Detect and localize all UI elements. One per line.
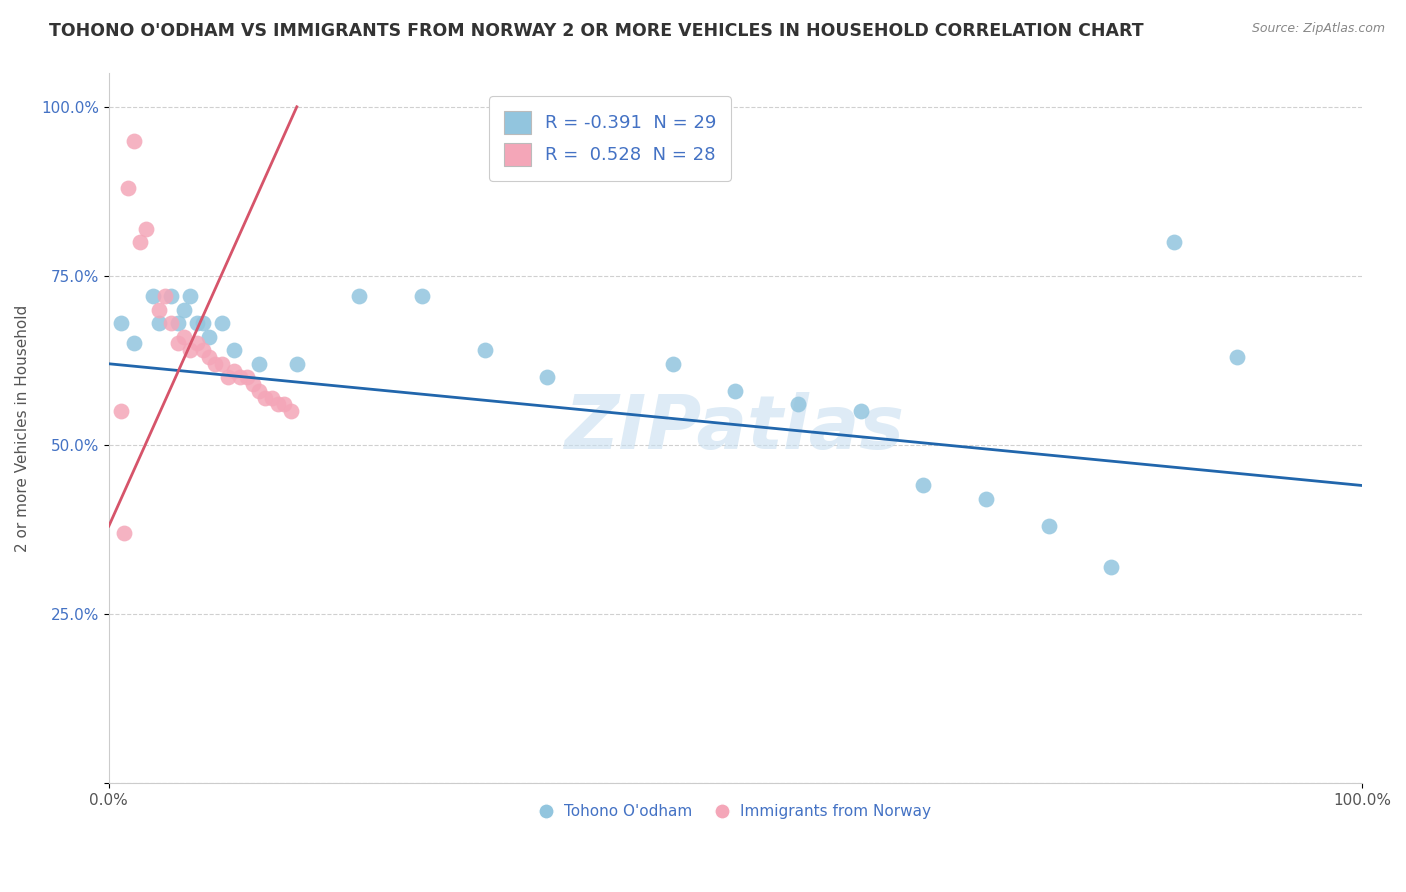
- Point: [1099, 559, 1122, 574]
- Point: [260, 391, 283, 405]
- Point: [224, 363, 246, 377]
- Point: [191, 343, 214, 358]
- Point: [191, 316, 214, 330]
- Point: [122, 336, 145, 351]
- Point: [229, 370, 252, 384]
- Point: [280, 404, 302, 418]
- Point: [254, 391, 277, 405]
- Point: [160, 289, 183, 303]
- Point: [122, 134, 145, 148]
- Point: [912, 478, 935, 492]
- Point: [224, 343, 246, 358]
- Point: [247, 357, 270, 371]
- Point: [242, 377, 264, 392]
- Point: [198, 329, 221, 343]
- Point: [173, 329, 195, 343]
- Point: [160, 316, 183, 330]
- Point: [787, 397, 810, 411]
- Point: [148, 302, 170, 317]
- Point: [142, 289, 165, 303]
- Y-axis label: 2 or more Vehicles in Household: 2 or more Vehicles in Household: [15, 304, 30, 551]
- Point: [211, 316, 233, 330]
- Point: [267, 397, 290, 411]
- Point: [173, 302, 195, 317]
- Point: [198, 350, 221, 364]
- Point: [117, 181, 139, 195]
- Point: [166, 336, 188, 351]
- Point: [112, 525, 135, 540]
- Point: [1163, 235, 1185, 249]
- Point: [110, 316, 132, 330]
- Point: [211, 357, 233, 371]
- Legend: Tohono O'odham, Immigrants from Norway: Tohono O'odham, Immigrants from Norway: [534, 797, 936, 825]
- Point: [661, 357, 683, 371]
- Text: Source: ZipAtlas.com: Source: ZipAtlas.com: [1251, 22, 1385, 36]
- Point: [349, 289, 371, 303]
- Point: [186, 336, 208, 351]
- Point: [411, 289, 433, 303]
- Point: [474, 343, 496, 358]
- Point: [849, 404, 872, 418]
- Text: TOHONO O'ODHAM VS IMMIGRANTS FROM NORWAY 2 OR MORE VEHICLES IN HOUSEHOLD CORRELA: TOHONO O'ODHAM VS IMMIGRANTS FROM NORWAY…: [49, 22, 1144, 40]
- Point: [148, 316, 170, 330]
- Point: [217, 370, 239, 384]
- Point: [285, 357, 308, 371]
- Point: [273, 397, 295, 411]
- Point: [536, 370, 558, 384]
- Point: [166, 316, 188, 330]
- Point: [155, 289, 177, 303]
- Point: [247, 384, 270, 398]
- Point: [974, 491, 997, 506]
- Point: [204, 357, 226, 371]
- Point: [135, 221, 157, 235]
- Point: [110, 404, 132, 418]
- Point: [179, 289, 201, 303]
- Point: [235, 370, 257, 384]
- Point: [1226, 350, 1249, 364]
- Text: ZIPatlas: ZIPatlas: [565, 392, 905, 465]
- Point: [129, 235, 152, 249]
- Point: [724, 384, 747, 398]
- Point: [1038, 519, 1060, 533]
- Point: [186, 316, 208, 330]
- Point: [179, 343, 201, 358]
